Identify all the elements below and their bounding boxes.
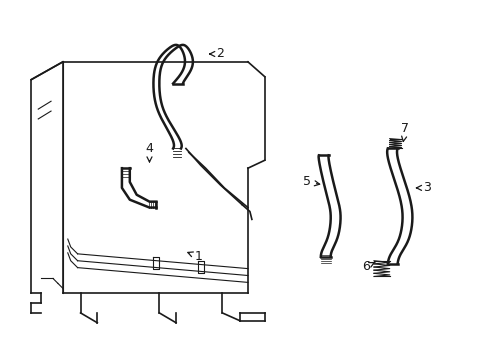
Text: 5: 5: [303, 175, 319, 189]
Text: 2: 2: [209, 48, 224, 60]
Text: 3: 3: [416, 181, 430, 194]
Text: 1: 1: [187, 250, 202, 263]
Text: 7: 7: [401, 122, 408, 141]
Text: 6: 6: [362, 260, 374, 273]
Text: 4: 4: [145, 142, 153, 162]
